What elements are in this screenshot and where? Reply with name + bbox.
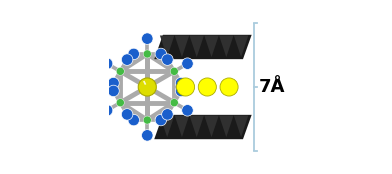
Polygon shape — [204, 116, 219, 137]
Circle shape — [101, 105, 113, 116]
Polygon shape — [160, 35, 174, 57]
Polygon shape — [219, 116, 234, 137]
Polygon shape — [219, 35, 234, 57]
Polygon shape — [175, 116, 189, 137]
Polygon shape — [234, 116, 249, 137]
Circle shape — [101, 58, 113, 69]
Circle shape — [142, 130, 153, 141]
Circle shape — [108, 77, 119, 89]
Circle shape — [175, 77, 187, 89]
Polygon shape — [154, 115, 252, 139]
Circle shape — [122, 54, 133, 65]
Circle shape — [175, 85, 187, 97]
Polygon shape — [204, 35, 219, 57]
Circle shape — [176, 78, 194, 96]
Circle shape — [162, 54, 173, 65]
Circle shape — [220, 78, 238, 96]
Polygon shape — [234, 35, 249, 57]
Circle shape — [155, 114, 167, 126]
Circle shape — [116, 67, 124, 75]
Circle shape — [182, 105, 193, 116]
Circle shape — [143, 116, 151, 124]
Circle shape — [116, 99, 124, 107]
Polygon shape — [189, 116, 204, 137]
Circle shape — [182, 58, 193, 69]
Circle shape — [138, 78, 156, 96]
Circle shape — [155, 48, 167, 60]
Circle shape — [128, 114, 140, 126]
Circle shape — [170, 67, 178, 75]
Circle shape — [108, 85, 119, 97]
Circle shape — [142, 33, 153, 44]
Circle shape — [170, 99, 178, 107]
Polygon shape — [160, 116, 174, 137]
Circle shape — [198, 78, 216, 96]
Circle shape — [162, 109, 173, 120]
Circle shape — [122, 109, 133, 120]
Polygon shape — [154, 35, 252, 59]
Circle shape — [128, 48, 140, 60]
Polygon shape — [189, 35, 204, 57]
Circle shape — [143, 50, 151, 58]
Polygon shape — [175, 35, 189, 57]
Text: 7Å: 7Å — [258, 78, 285, 96]
